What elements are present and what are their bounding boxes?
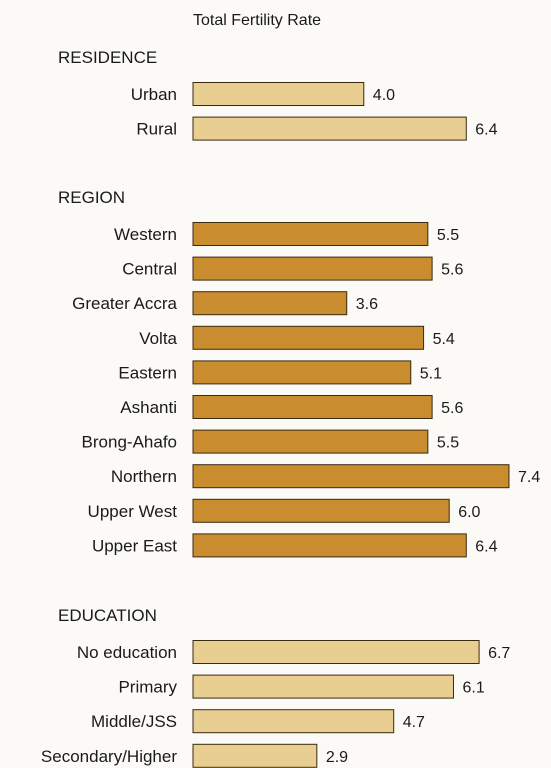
category-label: Eastern (118, 363, 177, 382)
category-label: Volta (139, 329, 177, 348)
bar (192, 82, 365, 106)
group-header: EDUCATION (58, 606, 157, 625)
value-label: 5.4 (433, 331, 455, 348)
bar (192, 743, 318, 768)
value-label: 4.0 (373, 87, 395, 104)
category-label: Upper East (92, 536, 177, 555)
value-label: 3.6 (356, 296, 378, 313)
category-label: Ashanti (120, 398, 177, 417)
bar (192, 256, 433, 281)
bar (192, 533, 467, 558)
bar (192, 464, 510, 489)
bar (192, 291, 348, 316)
value-label: 5.5 (437, 435, 459, 452)
bar (192, 709, 395, 734)
category-label: Upper West (88, 502, 178, 521)
bar (192, 360, 412, 385)
category-label: Brong-Ahafo (82, 433, 177, 452)
bar (192, 498, 450, 523)
bar (192, 395, 433, 419)
bar (192, 116, 467, 141)
bar (192, 429, 429, 454)
category-label: Middle/JSS (91, 712, 177, 731)
value-label: 2.9 (326, 749, 348, 766)
value-label: 6.1 (462, 680, 484, 697)
value-label: 4.7 (403, 714, 425, 731)
category-label: Secondary/Higher (41, 747, 177, 766)
category-label: Primary (118, 678, 177, 697)
bar (192, 640, 480, 664)
value-label: 6.4 (475, 122, 497, 139)
value-label: 5.5 (437, 227, 459, 244)
value-label: 5.6 (441, 262, 463, 279)
value-label: 6.7 (488, 645, 510, 662)
category-label: Rural (136, 120, 177, 139)
bar (192, 674, 454, 699)
group-header: RESIDENCE (58, 48, 157, 67)
bar (192, 325, 425, 350)
value-label: 5.6 (441, 400, 463, 417)
chart-title: Total Fertility Rate (193, 12, 321, 29)
category-label: Western (114, 225, 177, 244)
category-label: Central (122, 260, 177, 279)
value-label: 5.1 (420, 365, 442, 382)
group-header: REGION (58, 188, 125, 207)
category-label: Greater Accra (72, 294, 177, 313)
value-label: 6.0 (458, 504, 480, 521)
category-label: No education (77, 643, 177, 662)
category-label: Urban (131, 85, 177, 104)
value-label: 7.4 (518, 469, 540, 486)
bar (192, 222, 429, 246)
value-label: 6.4 (475, 538, 497, 555)
category-label: Northern (111, 467, 177, 486)
